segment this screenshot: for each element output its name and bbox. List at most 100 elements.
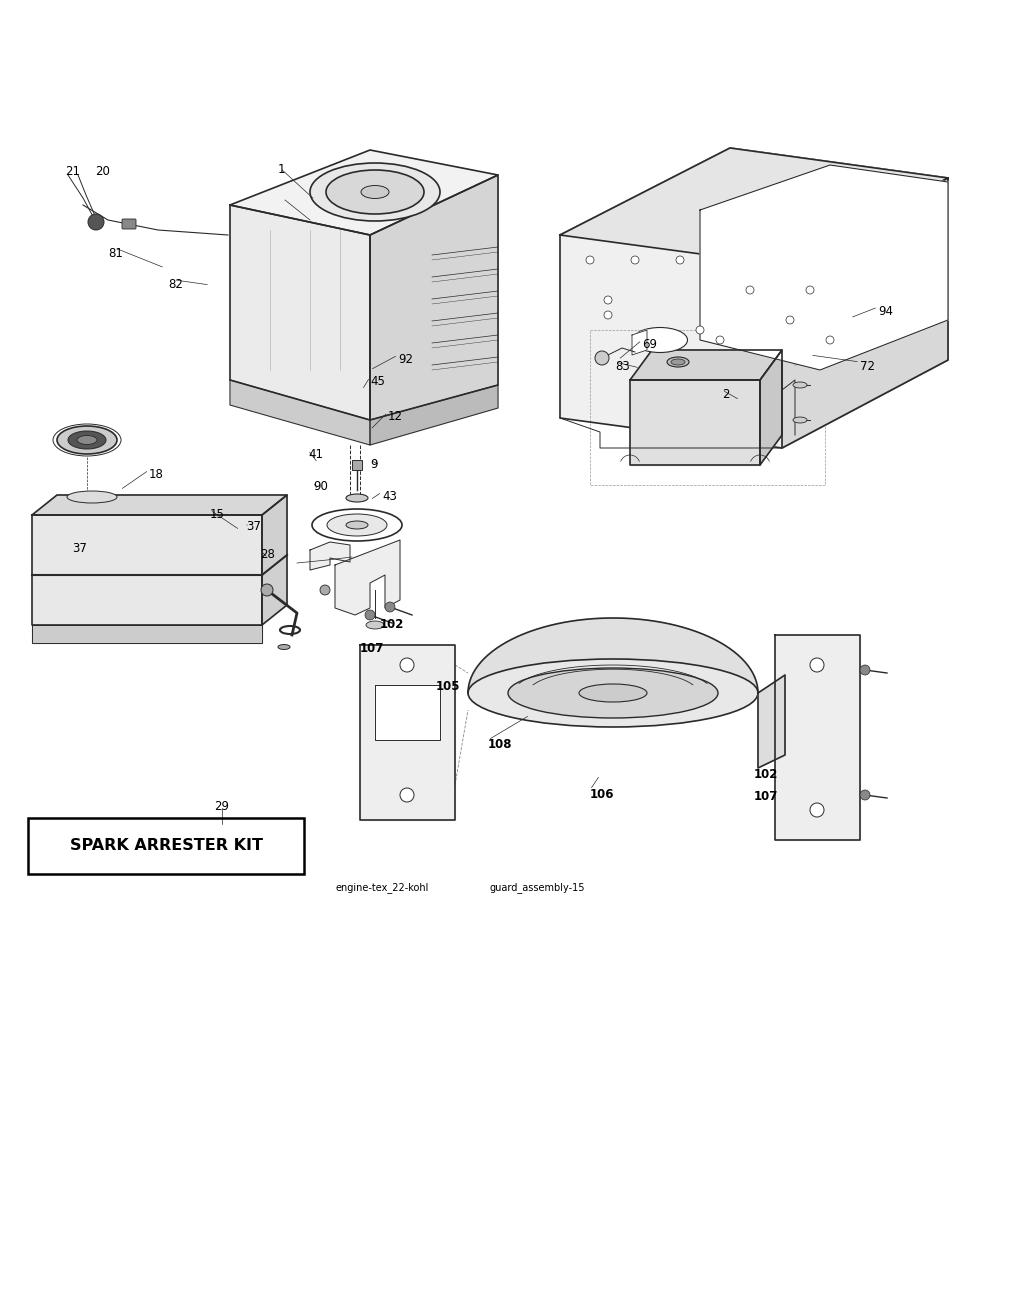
Ellipse shape — [278, 645, 290, 650]
Circle shape — [595, 351, 609, 365]
Polygon shape — [310, 542, 350, 570]
Text: 15: 15 — [210, 508, 225, 521]
Ellipse shape — [77, 436, 97, 445]
Text: 107: 107 — [360, 642, 384, 655]
Circle shape — [676, 257, 684, 265]
Polygon shape — [760, 350, 782, 465]
Text: 18: 18 — [150, 468, 164, 482]
Ellipse shape — [667, 357, 689, 367]
Polygon shape — [360, 645, 455, 820]
Polygon shape — [32, 495, 287, 515]
Text: 83: 83 — [615, 361, 630, 372]
Text: 72: 72 — [860, 361, 874, 372]
Circle shape — [860, 790, 870, 800]
Polygon shape — [370, 386, 498, 445]
Circle shape — [631, 257, 639, 265]
Ellipse shape — [346, 521, 368, 529]
Ellipse shape — [68, 432, 106, 449]
Text: 102: 102 — [380, 619, 404, 630]
Text: 41: 41 — [308, 447, 323, 461]
Ellipse shape — [67, 491, 117, 503]
Ellipse shape — [346, 494, 368, 501]
Text: 102: 102 — [754, 769, 778, 780]
Ellipse shape — [57, 426, 117, 454]
Ellipse shape — [327, 515, 387, 536]
Circle shape — [365, 611, 375, 620]
Text: 20: 20 — [95, 164, 110, 178]
Text: guard_assembly-15: guard_assembly-15 — [490, 882, 586, 894]
Text: 21: 21 — [65, 164, 80, 178]
Polygon shape — [230, 380, 370, 445]
Circle shape — [400, 788, 414, 801]
Text: 106: 106 — [590, 788, 614, 801]
Polygon shape — [782, 178, 948, 447]
Text: 94: 94 — [878, 305, 893, 318]
Circle shape — [696, 326, 705, 334]
Text: 28: 28 — [260, 547, 274, 561]
Text: 45: 45 — [370, 375, 385, 388]
Bar — [0, 930, 1024, 1316]
Ellipse shape — [361, 186, 389, 199]
Text: 29: 29 — [214, 800, 229, 813]
Polygon shape — [335, 540, 400, 615]
Circle shape — [786, 316, 794, 324]
Polygon shape — [262, 495, 287, 625]
Ellipse shape — [633, 328, 687, 353]
Text: 2: 2 — [722, 388, 729, 401]
Text: 69: 69 — [642, 338, 657, 351]
Circle shape — [88, 215, 104, 230]
Circle shape — [806, 286, 814, 293]
Text: 82: 82 — [168, 278, 183, 291]
Circle shape — [261, 584, 273, 596]
Polygon shape — [468, 619, 758, 694]
Text: 107: 107 — [754, 790, 778, 803]
Ellipse shape — [671, 359, 685, 365]
Polygon shape — [370, 175, 498, 420]
Circle shape — [810, 803, 824, 817]
Polygon shape — [630, 380, 760, 465]
Polygon shape — [758, 675, 785, 769]
Text: 12: 12 — [388, 411, 403, 422]
Polygon shape — [32, 515, 262, 625]
Polygon shape — [700, 164, 948, 370]
Ellipse shape — [310, 163, 440, 221]
Polygon shape — [375, 686, 440, 740]
Text: 1: 1 — [278, 163, 286, 176]
Text: 92: 92 — [398, 353, 413, 366]
Circle shape — [586, 257, 594, 265]
Circle shape — [716, 336, 724, 343]
Ellipse shape — [508, 669, 718, 719]
Circle shape — [860, 665, 870, 675]
Polygon shape — [632, 330, 647, 355]
Circle shape — [319, 586, 330, 595]
Circle shape — [810, 658, 824, 672]
Ellipse shape — [579, 684, 647, 701]
Text: 81: 81 — [108, 247, 123, 261]
Text: 37: 37 — [246, 520, 261, 533]
Polygon shape — [775, 636, 860, 840]
Circle shape — [385, 601, 395, 612]
Text: engine-tex_22-kohl: engine-tex_22-kohl — [335, 882, 428, 894]
Text: SPARK ARRESTER KIT: SPARK ARRESTER KIT — [70, 838, 262, 854]
Ellipse shape — [468, 659, 758, 726]
Circle shape — [826, 336, 834, 343]
Polygon shape — [230, 205, 370, 420]
Ellipse shape — [793, 382, 807, 388]
Text: 43: 43 — [382, 490, 397, 503]
Text: 105: 105 — [436, 680, 461, 694]
FancyBboxPatch shape — [352, 461, 362, 470]
Circle shape — [746, 286, 754, 293]
Circle shape — [604, 296, 612, 304]
Text: 108: 108 — [488, 738, 512, 751]
Ellipse shape — [793, 417, 807, 422]
Text: 9: 9 — [370, 458, 378, 471]
Text: 90: 90 — [313, 480, 328, 494]
FancyBboxPatch shape — [122, 218, 136, 229]
Polygon shape — [630, 350, 782, 380]
Text: 37: 37 — [72, 542, 87, 555]
Polygon shape — [560, 147, 948, 447]
Circle shape — [604, 311, 612, 318]
Polygon shape — [560, 147, 948, 265]
Bar — [0, 0, 1024, 89]
Polygon shape — [230, 150, 498, 236]
